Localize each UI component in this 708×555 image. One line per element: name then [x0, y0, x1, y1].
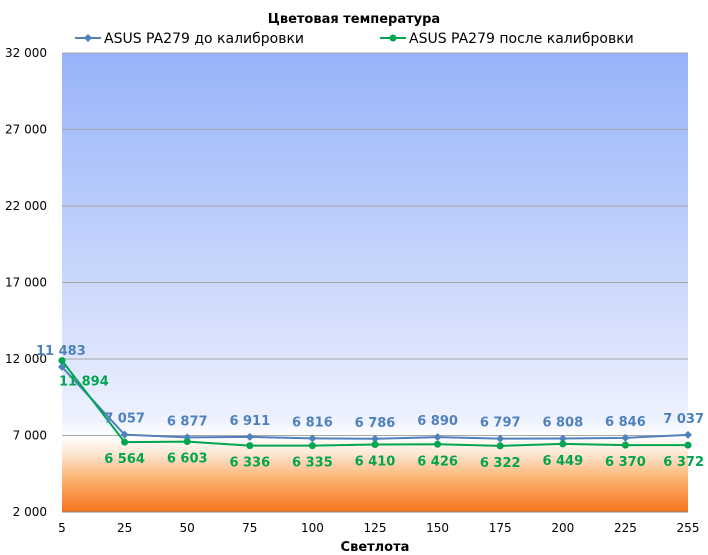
data-label-series-2: 6 335	[292, 456, 333, 471]
data-label-series-1: 6 890	[417, 414, 458, 429]
x-tick-label: 5	[58, 521, 66, 535]
data-label-series-1: 6 846	[605, 415, 646, 430]
series-1-point	[120, 430, 129, 439]
series-1-point	[621, 433, 630, 442]
y-tick-label: 32 000	[5, 46, 47, 60]
y-tick-label: 22 000	[5, 199, 47, 213]
series-2-point	[559, 440, 567, 448]
data-label-series-2: 6 410	[355, 455, 396, 470]
series-2-point	[621, 441, 629, 449]
chart-title: Цветовая температура	[268, 12, 440, 27]
legend-marker-1	[84, 34, 92, 42]
data-label-series-2: 6 564	[104, 452, 145, 467]
series-2-point	[684, 441, 692, 449]
x-tick-label: 125	[364, 521, 387, 535]
y-tick-label: 27 000	[5, 123, 47, 137]
data-label-series-1: 6 877	[167, 414, 208, 429]
series-2-point	[496, 442, 504, 450]
legend-marker-2	[389, 34, 397, 42]
x-tick-label: 225	[614, 521, 637, 535]
series-2-point	[183, 438, 191, 446]
series-1-point	[308, 434, 317, 443]
x-tick-label: 175	[489, 521, 512, 535]
x-tick-label: 100	[301, 521, 324, 535]
data-label-series-1: 6 816	[292, 415, 333, 430]
data-label-series-1: 6 786	[355, 416, 396, 431]
x-axis-ticks: 5 25 50 75 100 125 150 175 200 225 255	[58, 521, 699, 535]
series-1-point	[58, 362, 66, 371]
data-label-series-2: 6 322	[480, 456, 521, 471]
y-tick-label: 17 000	[5, 276, 47, 290]
x-axis-label: Светлота	[341, 540, 410, 555]
series-1-point	[496, 434, 505, 443]
x-tick-label: 255	[677, 521, 700, 535]
data-label-series-2: 6 372	[663, 455, 704, 470]
y-tick-label: 12 000	[5, 352, 47, 366]
y-tick-label: 7 000	[13, 429, 47, 443]
series-1-point	[371, 434, 379, 443]
data-label-series-2: 6 603	[167, 452, 208, 467]
data-labels: 11 483 7 057 6 877 6 911 6 816 6 786 6 890 6 79…	[36, 344, 704, 471]
y-axis-ticks: 2 000 7 000 12 000 17 000 22 000 27 000 32 000	[5, 46, 47, 519]
legend-label-1: ASUS PA279 до калибровки	[104, 31, 304, 47]
series-2-point	[246, 442, 254, 450]
series-2-point	[121, 438, 129, 446]
legend: ASUS PA279 до калибровки ASUS PA279 после…	[75, 31, 634, 47]
x-tick-label: 150	[426, 521, 449, 535]
x-tick-label: 200	[551, 521, 574, 535]
data-label-series-1: 7 057	[104, 412, 145, 427]
data-label-series-2: 6 449	[542, 454, 583, 469]
series-2-point	[308, 442, 316, 450]
series-1-point	[433, 433, 442, 442]
series-2-point	[434, 440, 442, 448]
x-tick-label: 50	[180, 521, 195, 535]
data-label-series-1: 11 483	[36, 344, 86, 359]
data-label-series-2: 6 426	[417, 454, 458, 469]
series-1-point	[558, 434, 567, 443]
legend-label-2: ASUS PA279 после калибровки	[409, 31, 634, 47]
x-tick-label: 75	[242, 521, 257, 535]
series-2-point	[371, 441, 379, 449]
series-2-point	[58, 357, 66, 365]
data-label-series-1: 6 797	[480, 416, 521, 431]
data-label-series-1: 6 911	[229, 414, 270, 429]
data-label-series-2: 11 894	[59, 375, 109, 390]
data-label-series-1: 6 808	[542, 415, 583, 430]
series-group	[58, 357, 692, 450]
data-label-series-2: 6 370	[605, 455, 646, 470]
x-tick-label: 25	[117, 521, 132, 535]
data-label-series-2: 6 336	[229, 456, 270, 471]
series-1-point	[245, 432, 254, 441]
series-1-point	[684, 430, 692, 439]
data-label-series-1: 7 037	[663, 412, 704, 427]
y-tick-label: 2 000	[13, 505, 47, 519]
